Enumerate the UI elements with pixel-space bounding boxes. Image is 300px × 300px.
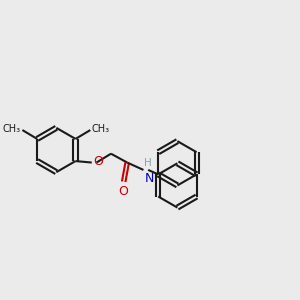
Text: O: O (93, 155, 103, 169)
Text: O: O (118, 185, 128, 198)
Text: CH₃: CH₃ (92, 124, 110, 134)
Text: CH₃: CH₃ (3, 124, 21, 134)
Text: H: H (144, 158, 152, 169)
Text: N: N (144, 172, 154, 185)
